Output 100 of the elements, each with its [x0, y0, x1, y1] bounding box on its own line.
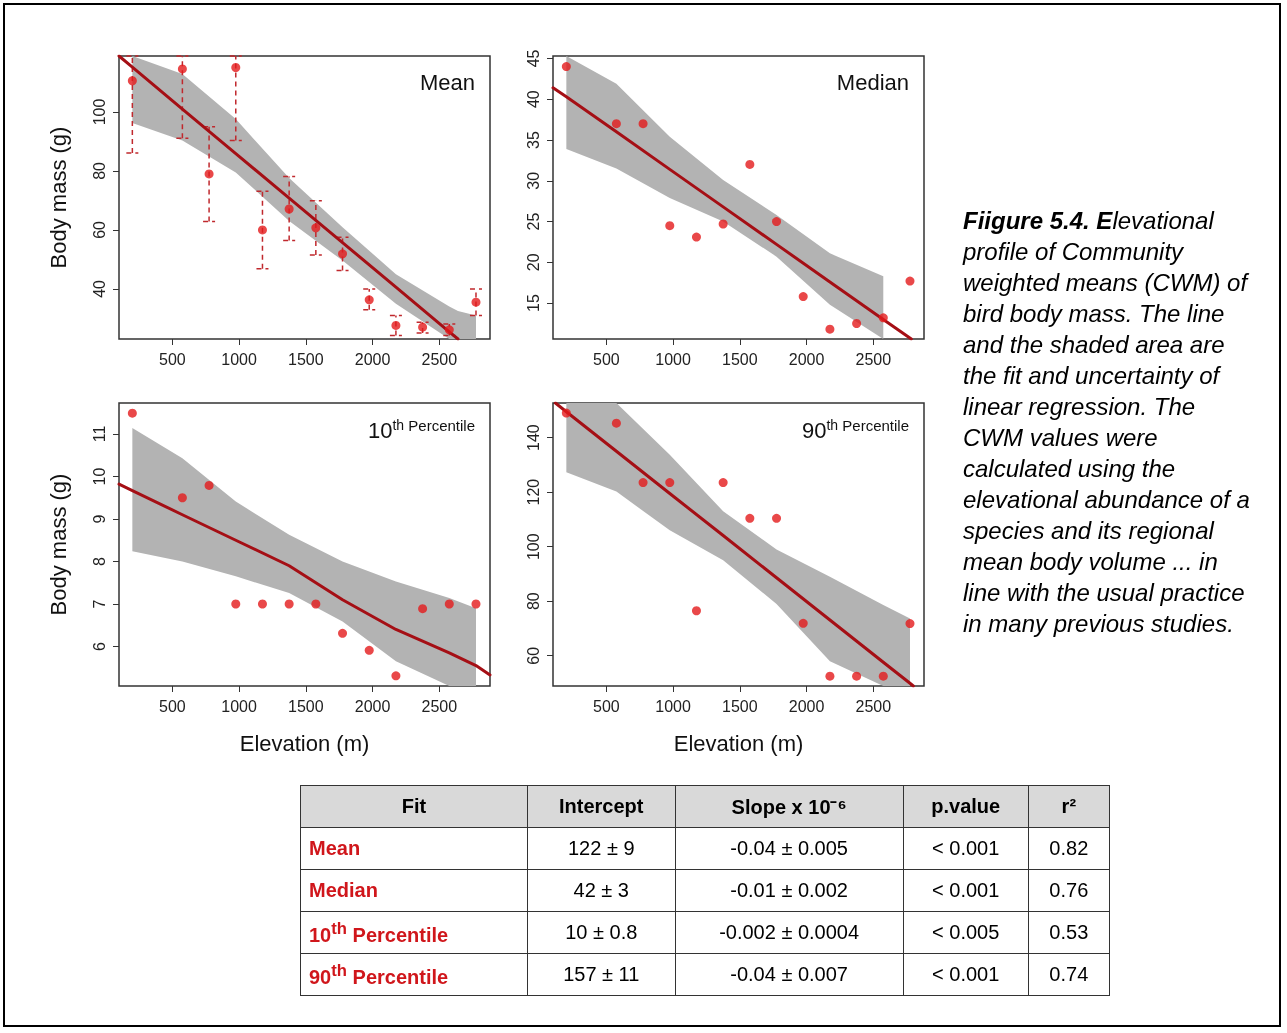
- y-tick-label: 9: [90, 514, 108, 524]
- point: [665, 221, 675, 231]
- y-tick-label: 40: [90, 279, 108, 298]
- point: [231, 63, 241, 72]
- x-tick-label: 2000: [354, 697, 391, 715]
- x-tick-label: 1500: [722, 697, 758, 715]
- text: 157 ± 11: [563, 963, 640, 985]
- y-tick-label: 6: [90, 641, 108, 651]
- y-tick-label: 140: [524, 424, 542, 451]
- y-tick-label: 25: [524, 212, 542, 231]
- y-tick-label: 100: [524, 533, 542, 561]
- point: [177, 64, 187, 74]
- category-label: 90$^{th}$ Percentile: [309, 960, 449, 988]
- category-label: p.value: [903, 785, 1029, 828]
- point: [905, 619, 915, 629]
- y-tick-label: 100: [90, 98, 108, 126]
- point: [177, 493, 187, 503]
- x-axis-title: Elevation (m): [239, 730, 370, 756]
- point: [905, 276, 915, 286]
- x-tick-label: 2000: [788, 350, 825, 368]
- text: -0.04 ± 0.007: [730, 963, 848, 985]
- x-tick-label: 500: [159, 697, 186, 715]
- x-tick-label: 1500: [288, 350, 324, 368]
- point: [878, 313, 888, 323]
- text: < 0.001: [932, 963, 1000, 985]
- text: 0.74: [1049, 963, 1089, 985]
- point: [852, 319, 862, 328]
- point: [311, 599, 321, 609]
- text: 122 ± 9: [567, 837, 635, 859]
- point: [561, 62, 571, 72]
- point: [391, 320, 401, 330]
- text: < 0.001: [932, 837, 1000, 859]
- y-tick-label: 35: [524, 131, 542, 149]
- x-tick-label: 1500: [722, 350, 758, 368]
- point: [665, 478, 675, 488]
- x-tick-label: 1000: [221, 697, 258, 715]
- category-label: 10$^{th}$ Percentile: [309, 918, 449, 946]
- y-axis-title: Body mass (g): [45, 126, 71, 269]
- point: [798, 292, 808, 302]
- text: Fiigure 5.4. E: [963, 207, 1113, 234]
- point: [127, 76, 137, 86]
- text: 0.76: [1049, 879, 1089, 901]
- point: [611, 119, 621, 129]
- y-tick-label: 60: [524, 646, 542, 665]
- point: [718, 219, 728, 229]
- point: [338, 249, 348, 259]
- category-label: Fit: [300, 785, 528, 828]
- x-tick-label: 1000: [655, 697, 692, 715]
- category-label: Intercept: [527, 785, 676, 828]
- x-axis-title: Elevation (m): [673, 730, 804, 756]
- point: [718, 478, 728, 488]
- text: 0.53: [1049, 921, 1089, 943]
- text: -0.04 ± 0.005: [730, 837, 848, 859]
- text: Mean: [419, 69, 476, 95]
- point: [611, 418, 621, 428]
- point: [127, 408, 137, 418]
- y-tick-label: 60: [90, 220, 108, 239]
- text: -0.002 ± 0.0004: [719, 921, 860, 943]
- text: 42 ± 3: [573, 879, 629, 901]
- point: [878, 671, 888, 681]
- point: [257, 225, 267, 235]
- point: [204, 480, 214, 490]
- text: -0.01 ± 0.002: [730, 879, 848, 901]
- point: [311, 223, 321, 233]
- category-label: r²: [1028, 785, 1110, 828]
- y-tick-label: 80: [524, 592, 542, 611]
- x-tick-label: 1000: [655, 350, 692, 368]
- y-tick-label: 30: [524, 171, 542, 190]
- point: [825, 671, 835, 681]
- x-tick-label: 2500: [855, 350, 892, 368]
- point: [691, 232, 701, 242]
- y-axis-title: Body mass (g): [45, 473, 71, 616]
- point: [772, 217, 782, 227]
- y-tick-label: 8: [90, 556, 108, 566]
- y-tick-label: 20: [524, 253, 542, 272]
- point: [471, 599, 481, 609]
- x-tick-label: 2000: [354, 350, 391, 368]
- x-tick-label: 500: [593, 697, 620, 715]
- point: [638, 478, 648, 488]
- point: [444, 599, 454, 609]
- point: [638, 119, 648, 129]
- category-label: Median: [309, 879, 378, 901]
- category-label: Mean: [309, 837, 361, 859]
- y-tick-label: 7: [90, 599, 108, 609]
- point: [471, 297, 481, 307]
- point: [745, 159, 755, 169]
- x-tick-label: 500: [593, 350, 620, 368]
- point: [338, 628, 348, 638]
- point: [561, 408, 571, 418]
- x-tick-label: 2500: [855, 697, 892, 715]
- point: [364, 295, 374, 305]
- point: [257, 599, 267, 609]
- text: < 0.001: [932, 879, 1000, 901]
- x-tick-label: 1000: [221, 350, 258, 368]
- x-tick-label: 500: [159, 350, 186, 368]
- x-tick-label: 2500: [421, 350, 458, 368]
- point: [772, 513, 782, 523]
- text: 0.82: [1049, 837, 1089, 859]
- point: [364, 645, 374, 655]
- point: [418, 604, 428, 614]
